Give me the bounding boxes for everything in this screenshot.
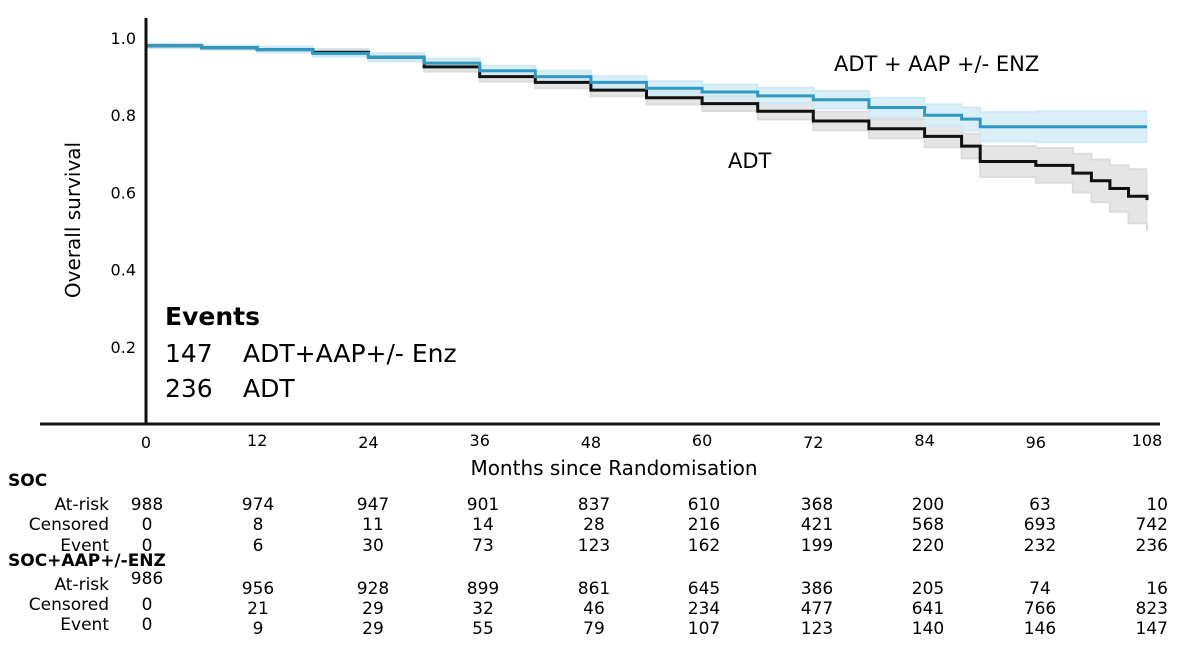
survival-curve-0 [146, 44, 1147, 129]
risk-table-cell: 610 [688, 495, 720, 515]
x-axis-label: Months since Randomisation [470, 456, 757, 480]
risk-table-cell: 899 [467, 579, 499, 599]
risk-table-cell: 220 [912, 536, 944, 556]
risk-table-cell: 32 [472, 599, 494, 619]
x-tick-label: 36 [470, 431, 490, 450]
risk-table-cell: 861 [578, 579, 610, 599]
risk-table-cell: 46 [583, 599, 605, 619]
risk-table-cell: 742 [1136, 515, 1168, 535]
risk-table-cell: 901 [467, 495, 499, 515]
events-title: Events [165, 302, 260, 331]
risk-table-cell: 107 [688, 619, 720, 639]
risk-row-label: Censored [29, 595, 109, 615]
risk-table-cell: 477 [801, 599, 833, 619]
risk-table-cell: 766 [1024, 599, 1056, 619]
x-tick-labels: 0 12 24 36 48 60 72 84 96 108 [141, 431, 1162, 452]
y-tick-label: 0.6 [111, 183, 136, 202]
risk-row-label: At-risk [54, 575, 109, 595]
y-tick-label: 0.2 [111, 338, 136, 357]
survival-curves [146, 44, 1149, 201]
x-tick-label: 60 [692, 431, 712, 450]
risk-table-cell: 205 [912, 579, 944, 599]
risk-table-cell: 9 [253, 619, 264, 639]
risk-table-cell: 16 [1146, 579, 1168, 599]
x-tick-label: 0 [141, 433, 151, 452]
risk-table-cell: 8 [253, 515, 264, 535]
risk-table-cell: 988 [131, 495, 163, 515]
x-tick-label: 96 [1026, 433, 1046, 452]
risk-table-cell: 200 [912, 495, 944, 515]
risk-table-cell: 29 [362, 599, 384, 619]
risk-row-label: Event [60, 536, 109, 556]
risk-table-cell: 0 [142, 536, 153, 556]
risk-table-cell: 55 [472, 619, 494, 639]
risk-table-cell: 368 [801, 495, 833, 515]
risk-table-cell: 234 [688, 599, 720, 619]
risk-table-cell: 947 [357, 495, 389, 515]
risk-table-cell: 146 [1024, 619, 1056, 639]
risk-table-cell: 236 [1136, 536, 1168, 556]
risk-table-cell: 645 [688, 579, 720, 599]
risk-table-cell: 30 [362, 536, 384, 556]
risk-table-cell: 986 [131, 569, 163, 589]
risk-table-cell: 974 [242, 495, 274, 515]
x-tick-label: 108 [1132, 431, 1163, 450]
risk-table-cell: 386 [801, 579, 833, 599]
risk-table-cell: 123 [801, 619, 833, 639]
events-label-aap: ADT+AAP+/- Enz [243, 339, 457, 368]
risk-table-cell: 140 [912, 619, 944, 639]
risk-table-cell: 216 [688, 515, 720, 535]
risk-table-cell: 823 [1136, 599, 1168, 619]
risk-table-cell: 6 [253, 536, 264, 556]
x-tick-label: 72 [803, 433, 823, 452]
risk-table-cell: 123 [578, 536, 610, 556]
risk-table-cell: 11 [362, 515, 384, 535]
risk-row-label: At-risk [54, 495, 109, 515]
risk-table-cell: 199 [801, 536, 833, 556]
y-tick-label: 1.0 [111, 29, 136, 48]
risk-table-cell: 74 [1029, 579, 1051, 599]
risk-table-cell: 147 [1136, 619, 1168, 639]
risk-table-cell: 956 [242, 579, 274, 599]
risk-table-cell: 0 [142, 595, 153, 615]
x-tick-label: 84 [914, 431, 934, 450]
risk-group-title: SOC+AAP+/-ENZ [8, 551, 166, 571]
risk-row-label: Event [60, 615, 109, 635]
risk-table-cell: 641 [912, 599, 944, 619]
risk-table-cell: 73 [472, 536, 494, 556]
curve-label-adt-aap-enz: ADT + AAP +/- ENZ [834, 52, 1039, 76]
risk-table-cell: 63 [1029, 495, 1051, 515]
risk-row-label: Censored [29, 515, 109, 535]
events-label-adt: ADT [243, 374, 295, 403]
risk-table-cell: 10 [1146, 495, 1168, 515]
events-count-aap: 147 [165, 339, 213, 368]
risk-table-cell: 693 [1024, 515, 1056, 535]
x-tick-label: 12 [247, 431, 267, 450]
risk-table-cell: 568 [912, 515, 944, 535]
risk-table-cell: 0 [142, 515, 153, 535]
risk-table-cell: 29 [362, 619, 384, 639]
events-count-adt: 236 [165, 374, 213, 403]
risk-table-cell: 28 [583, 515, 605, 535]
risk-table-cell: 232 [1024, 536, 1056, 556]
risk-table-cell: 421 [801, 515, 833, 535]
y-tick-labels: 0.2 0.4 0.6 0.8 1.0 [111, 29, 136, 357]
risk-group-title: SOC [8, 471, 47, 491]
risk-table-cell: 21 [247, 599, 269, 619]
y-tick-label: 0.8 [111, 106, 136, 125]
y-axis-label: Overall survival [61, 142, 85, 298]
curve-label-adt: ADT [728, 149, 772, 173]
y-tick-label: 0.4 [111, 261, 136, 280]
x-tick-label: 48 [581, 433, 601, 452]
risk-table-cell: 837 [578, 495, 610, 515]
risk-table-cell: 0 [142, 615, 153, 635]
risk-table-cell: 162 [688, 536, 720, 556]
risk-table-cell: 928 [357, 579, 389, 599]
risk-table-cell: 14 [472, 515, 494, 535]
risk-table-cell: 79 [583, 619, 605, 639]
x-tick-label: 24 [358, 433, 378, 452]
